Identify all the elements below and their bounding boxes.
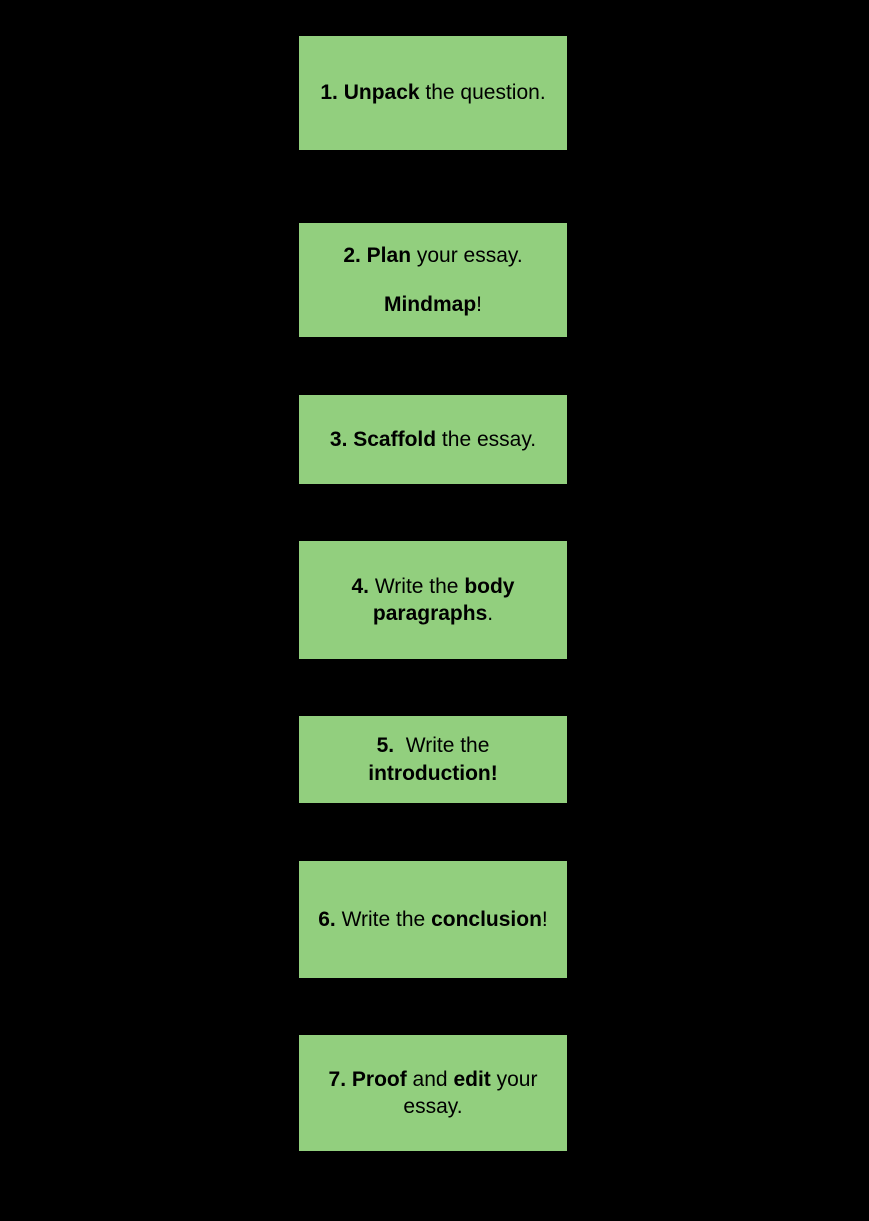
flowchart-node-step3: 3. Scaffold the essay. — [299, 395, 567, 484]
flowchart-node-step5: 5. Write theintroduction! — [299, 716, 567, 803]
flowchart-node-text: 6. Write the conclusion! — [318, 906, 548, 933]
flowchart-node-step4: 4. Write the bodyparagraphs. — [299, 541, 567, 659]
flowchart-node-text: 1. Unpack the question. — [320, 79, 545, 106]
flowchart-container: 1. Unpack the question. 2. Plan your essa… — [0, 0, 869, 1221]
flowchart-node-text: essay. — [403, 1093, 462, 1120]
flowchart-node-text: Mindmap! — [384, 291, 482, 318]
flowchart-node-step6: 6. Write the conclusion! — [299, 861, 567, 978]
flowchart-node-text: 4. Write the body — [352, 573, 515, 600]
flowchart-node-text: 3. Scaffold the essay. — [330, 426, 536, 453]
flowchart-node-text: 5. Write the — [377, 732, 490, 759]
flowchart-node-text: 2. Plan your essay. — [343, 242, 522, 269]
flowchart-node-step2: 2. Plan your essay. Mindmap! — [299, 223, 567, 337]
flowchart-node-step7: 7. Proof and edit youressay. — [299, 1035, 567, 1151]
flowchart-node-text: introduction! — [368, 760, 497, 787]
flowchart-node-step1: 1. Unpack the question. — [299, 36, 567, 150]
flowchart-node-text: 7. Proof and edit your — [329, 1066, 538, 1093]
flowchart-node-text: paragraphs. — [373, 600, 493, 627]
